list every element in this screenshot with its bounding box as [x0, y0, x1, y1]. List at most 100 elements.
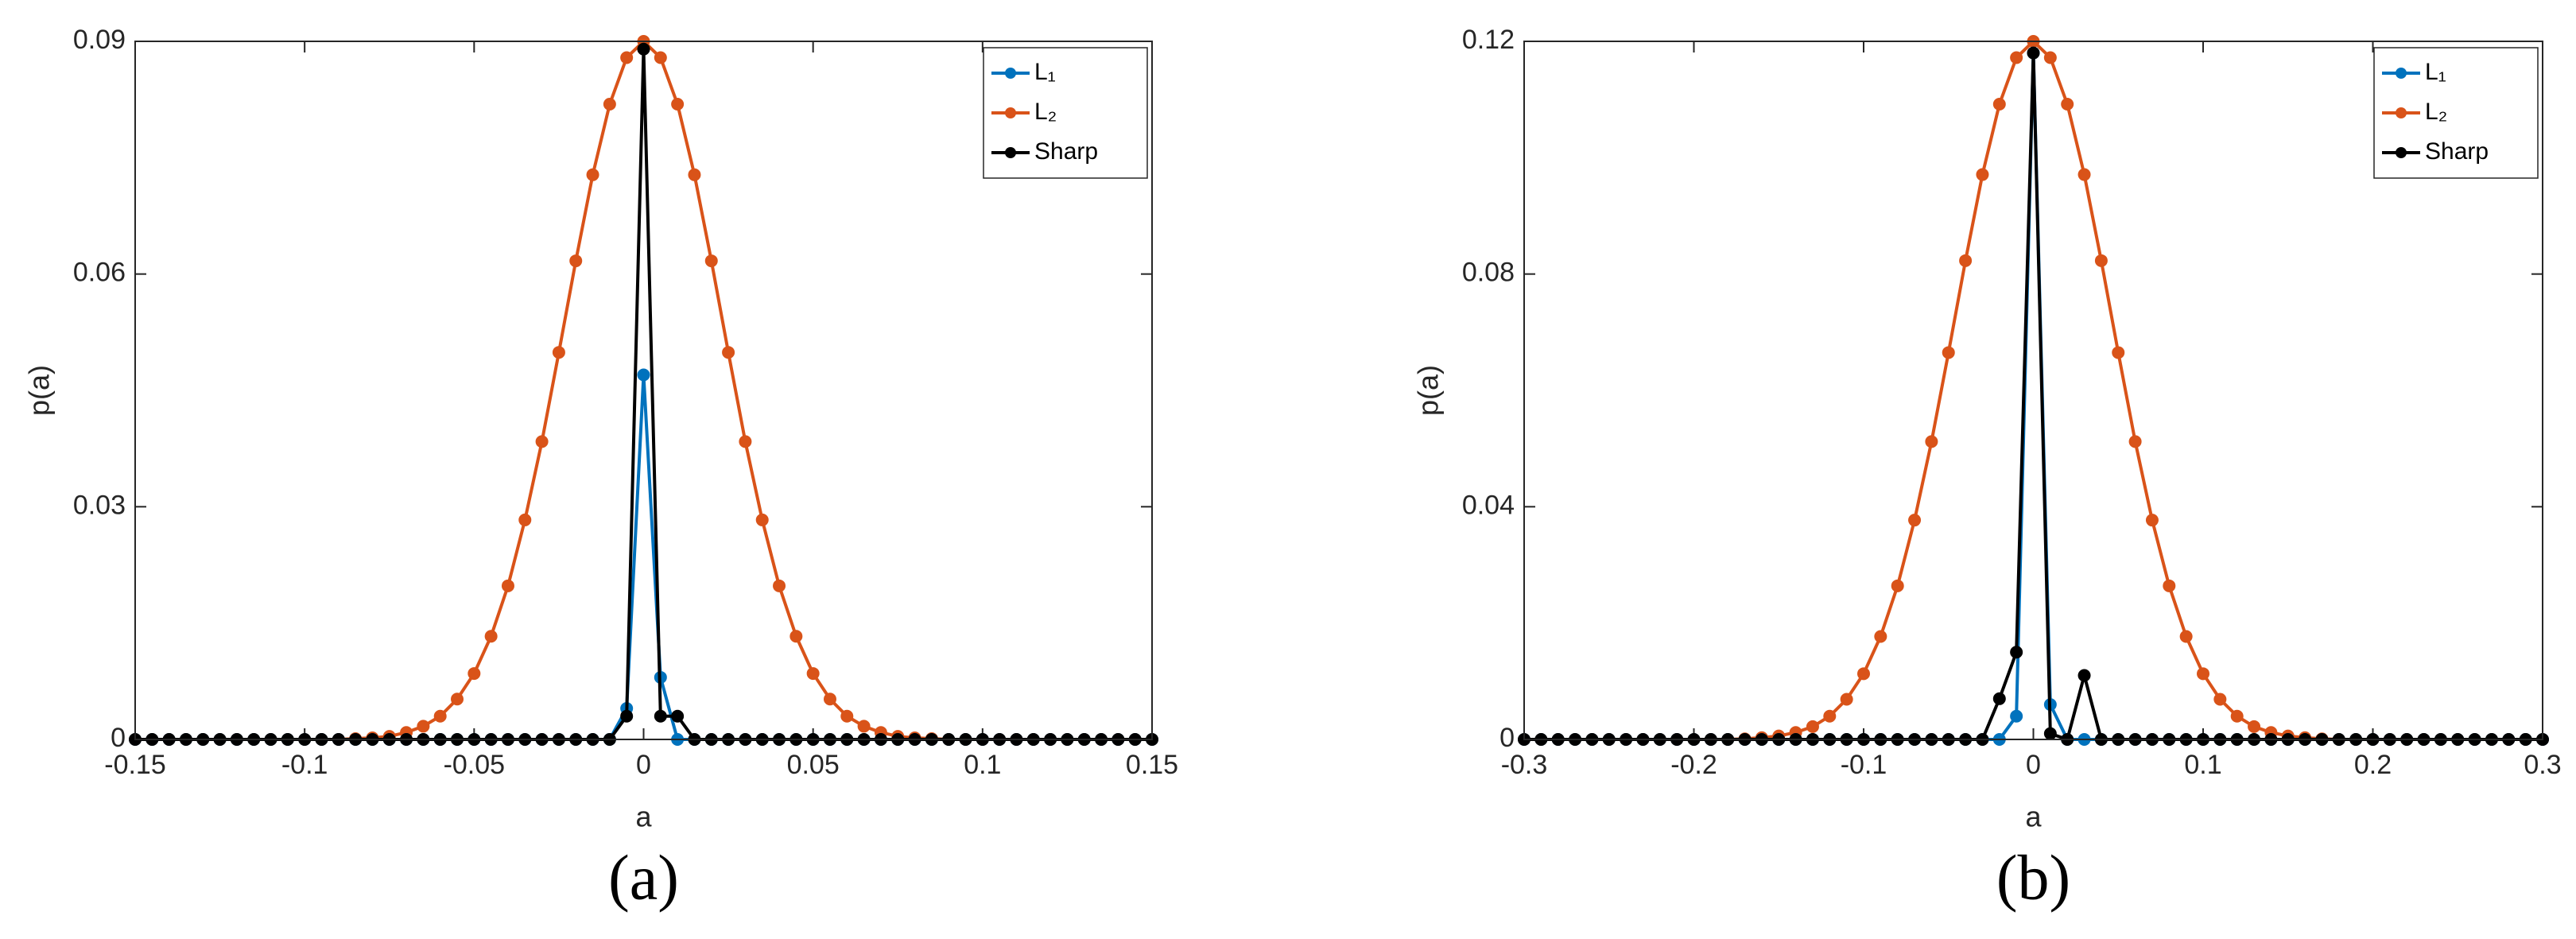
marker — [1806, 720, 1819, 733]
x-tick-label: -0.3 — [1501, 750, 1548, 780]
marker — [2128, 435, 2142, 448]
y-tick-label: 0.12 — [1462, 25, 1515, 55]
marker — [1959, 254, 1973, 267]
marker — [603, 98, 616, 111]
legend-label: L₂ — [2425, 99, 2447, 125]
legend-label: L₁ — [2425, 59, 2446, 85]
marker — [2197, 667, 2209, 681]
legend-label: Sharp — [1034, 138, 1098, 165]
marker — [840, 709, 854, 723]
marker — [823, 693, 836, 706]
marker — [501, 579, 514, 592]
legend-marker — [1005, 68, 1016, 79]
x-tick-label: -0.2 — [1670, 750, 1717, 780]
marker — [688, 168, 701, 181]
marker — [654, 709, 667, 723]
y-tick-label: 0.06 — [73, 258, 126, 288]
marker — [654, 51, 667, 64]
marker — [467, 667, 481, 681]
legend: L₁ L₂ Sharp — [2373, 47, 2539, 179]
axes-box — [134, 41, 1153, 740]
marker — [1823, 709, 1837, 723]
legend-label: L₁ — [1034, 59, 1056, 85]
legend-marker — [2396, 147, 2407, 158]
marker — [704, 254, 718, 268]
marker — [1857, 667, 1870, 681]
x-tick-label: -0.1 — [281, 750, 328, 780]
marker — [1908, 514, 1922, 527]
x-tick-label: 0.2 — [2354, 750, 2392, 780]
x-axis-label: a — [2025, 801, 2042, 833]
x-tick-label: 0.1 — [2184, 750, 2221, 780]
marker — [773, 579, 786, 592]
marker — [789, 630, 803, 643]
axes-box — [1523, 41, 2543, 740]
caption: (b) — [1996, 843, 2070, 913]
marker — [2010, 709, 2023, 723]
marker — [722, 346, 735, 359]
marker — [2112, 346, 2125, 359]
subplot: -0.3 -0.2 -0.1 0 0.1 0.2 0.3 0 0.04 0.08 0.12 a p(a)… — [1412, 25, 2562, 913]
marker — [484, 630, 498, 643]
marker — [1891, 579, 1904, 592]
y-axis-label: p(a) — [23, 365, 56, 416]
marker — [569, 254, 583, 268]
marker — [2010, 51, 2023, 64]
marker — [806, 667, 820, 681]
legend-marker — [1005, 147, 1016, 158]
marker — [739, 435, 752, 448]
marker — [1976, 168, 1989, 181]
marker — [586, 168, 599, 181]
marker — [2027, 46, 2040, 60]
marker — [518, 513, 532, 526]
legend: L₁ L₂ Sharp — [983, 47, 1148, 179]
x-tick-label: -0.1 — [1841, 750, 1887, 780]
y-tick-label: 0.08 — [1462, 258, 1515, 288]
marker — [2061, 98, 2074, 111]
marker — [671, 98, 685, 111]
marker — [2213, 693, 2227, 706]
marker — [535, 435, 549, 448]
marker — [2094, 254, 2108, 267]
legend-marker — [2396, 68, 2407, 79]
marker — [2077, 168, 2091, 181]
x-tick-label: 0.1 — [964, 750, 1001, 780]
marker — [417, 720, 430, 733]
x-axis-label: a — [635, 801, 652, 833]
marker — [1840, 693, 1853, 706]
marker — [2010, 646, 2023, 659]
marker — [2163, 579, 2176, 592]
marker — [2230, 709, 2244, 723]
marker — [2248, 720, 2261, 733]
y-tick-label: 0 — [111, 723, 126, 753]
marker — [1992, 692, 2006, 705]
y-tick-label: 0.03 — [73, 490, 126, 520]
y-tick-label: 0.04 — [1462, 490, 1515, 520]
marker — [2179, 630, 2193, 643]
marker — [451, 693, 464, 706]
legend-marker — [2396, 107, 2407, 118]
marker — [637, 42, 650, 56]
x-tick-label: -0.05 — [444, 750, 506, 780]
marker — [2077, 669, 2091, 682]
legend-label: Sharp — [2425, 138, 2489, 165]
marker — [671, 709, 685, 723]
marker — [620, 51, 634, 64]
marker — [1942, 346, 1955, 359]
marker — [2145, 514, 2159, 527]
legend-marker — [1005, 107, 1016, 118]
marker — [857, 720, 871, 733]
x-tick-label: 0 — [2026, 750, 2041, 780]
x-tick-label: 0.15 — [1126, 750, 1178, 780]
x-tick-label: 0.3 — [2524, 750, 2561, 780]
marker — [552, 346, 565, 359]
x-tick-label: 0.05 — [787, 750, 840, 780]
marker — [433, 709, 447, 723]
y-tick-label: 0 — [1499, 723, 1515, 753]
subplot: -0.15 -0.1 -0.05 0 0.05 0.1 0.15 0 0.03 0.06 0.09 a… — [23, 25, 1179, 913]
plot-area — [1524, 41, 2543, 739]
y-tick-label: 0.09 — [73, 25, 126, 55]
caption: (a) — [608, 843, 679, 913]
marker — [2043, 51, 2057, 64]
